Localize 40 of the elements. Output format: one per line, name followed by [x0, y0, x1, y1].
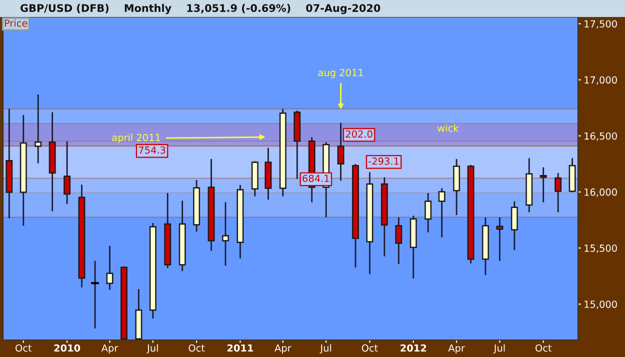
y-tick-label: 16,500 [584, 132, 617, 141]
y-tick-label: 16,000 [584, 188, 617, 197]
candlestick [222, 202, 229, 266]
candlestick [64, 140, 71, 205]
candlestick [554, 172, 562, 213]
band-label: -293.1 [368, 157, 399, 165]
x-tick-label: Oct [362, 344, 378, 352]
annotation: aug 2011 [318, 68, 363, 78]
candlestick [540, 166, 547, 203]
candlestick [424, 192, 432, 234]
candlestick [496, 216, 504, 262]
annotation: wick [438, 124, 459, 132]
x-tick-label: Apr [274, 344, 292, 354]
y-tick-label: 17,500 [584, 20, 617, 29]
x-tick-label: 2011 [227, 344, 254, 352]
y-tick-label: 15,500 [584, 244, 617, 253]
candlestick [106, 245, 114, 291]
candlestick [91, 260, 99, 330]
x-tick-label: Jul [146, 344, 158, 354]
x-tick-label: Apr [101, 344, 118, 354]
x-tick-label: Jul [493, 344, 505, 354]
x-tick-label: Oct [536, 344, 552, 352]
candlestick [438, 188, 446, 238]
x-tick-label: 2010 [54, 344, 80, 352]
band-label: 754.3 [138, 146, 166, 154]
x-tick-label: 2012 [400, 344, 426, 352]
y-tick-label: 15,000 [584, 300, 617, 309]
band-label: 684.1 [302, 174, 329, 182]
x-tick-label: Jul [320, 344, 332, 354]
band-label: 202.0 [346, 130, 372, 138]
chart-title: GBP/USD (DFB) Monthly 13,051.9 (-0.69%) 07-Aug-2020 [20, 4, 380, 14]
y-axis-title: Price [4, 19, 28, 27]
candlestick [510, 200, 518, 251]
x-tick-label: Apr [448, 344, 465, 354]
candlestick [34, 94, 42, 164]
x-tick-label: Oct [188, 344, 205, 352]
y-tick-label: 17,000 [584, 76, 617, 85]
x-tick-label: Oct [16, 344, 32, 352]
annotation: april 2011 [112, 134, 160, 144]
candlestick [395, 216, 402, 265]
